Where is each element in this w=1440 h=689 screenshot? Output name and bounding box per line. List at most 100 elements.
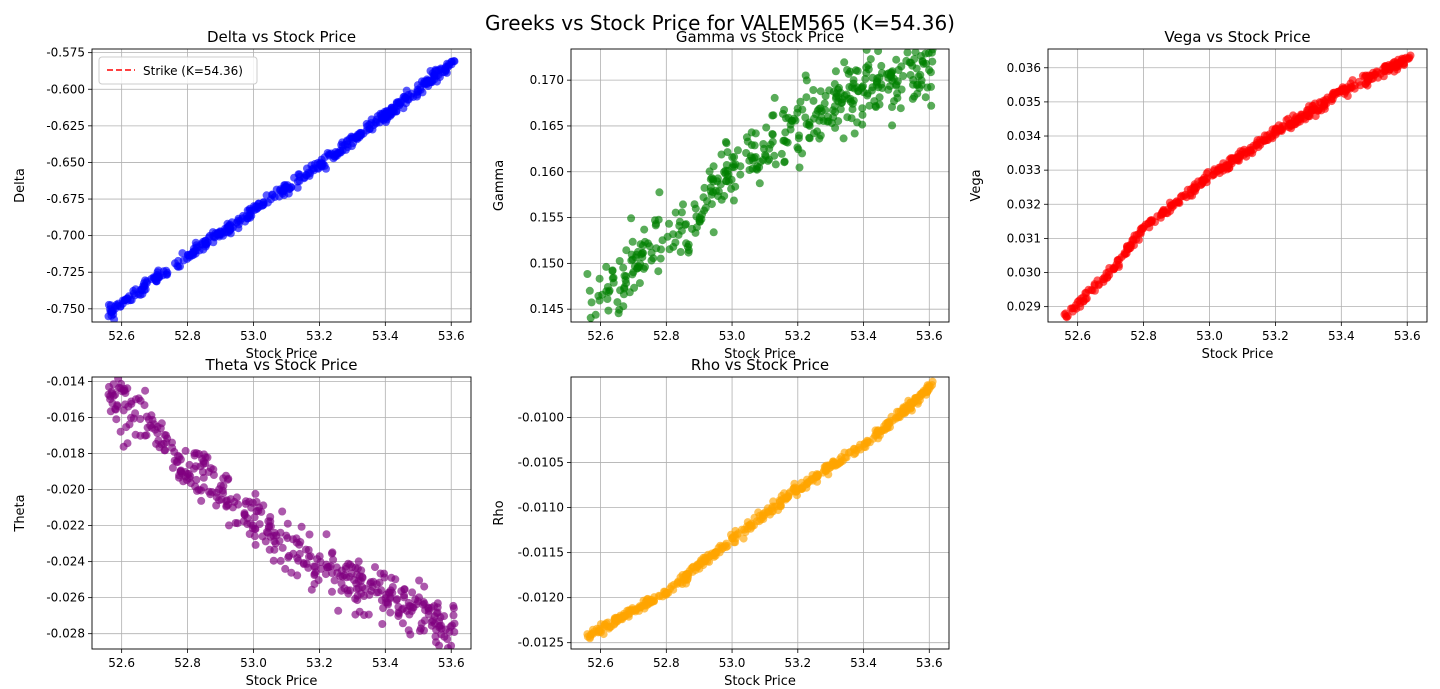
- scatter-point: [654, 267, 663, 276]
- scatter-point: [343, 143, 352, 152]
- scatter-point: [713, 177, 722, 186]
- scatter-point: [777, 496, 786, 505]
- scatter-point: [708, 551, 717, 560]
- scatter-point: [354, 557, 363, 566]
- scatter-point: [306, 552, 315, 561]
- y-tick-label: -0.0120: [518, 591, 564, 605]
- scatter-point: [182, 476, 191, 484]
- scatter-point: [1242, 149, 1251, 158]
- scatter-point: [354, 584, 363, 593]
- scatter-point: [706, 175, 715, 184]
- scatter-point: [755, 179, 764, 188]
- scatter-point: [765, 144, 774, 153]
- x-tick-label: 53.4: [1328, 329, 1355, 343]
- x-tick-label: 53.6: [916, 329, 943, 343]
- scatter-point: [116, 427, 125, 436]
- scatter-point: [665, 219, 673, 228]
- scatter-point: [219, 489, 228, 498]
- scatter-point: [706, 183, 715, 192]
- scatter-point: [816, 87, 825, 96]
- scatter-point: [768, 130, 777, 138]
- scatter-point: [742, 133, 751, 142]
- y-tick-label: -0.675: [46, 192, 85, 206]
- scatter-point: [1126, 241, 1135, 250]
- scatter-point: [864, 65, 873, 74]
- scatter-point: [1311, 99, 1319, 108]
- scatter-point: [168, 443, 177, 452]
- scatter-point: [801, 71, 810, 80]
- scatter-point: [747, 521, 756, 530]
- scatter-point: [862, 49, 871, 54]
- scatter-point: [921, 93, 930, 102]
- scatter-point: [1287, 124, 1296, 133]
- scatter-point: [853, 118, 862, 127]
- y-tick-label: -0.0110: [518, 501, 564, 515]
- y-tick-label: 0.145: [530, 302, 564, 316]
- scatter-point: [431, 632, 440, 641]
- scatter-point: [684, 246, 693, 255]
- scatter-point: [334, 606, 343, 615]
- scatter-point: [816, 104, 825, 113]
- scatter-point: [619, 290, 628, 299]
- scatter-point: [357, 566, 366, 575]
- scatter-point: [1294, 115, 1303, 124]
- scatter-point: [447, 641, 456, 649]
- scatter-point: [1309, 105, 1318, 114]
- scatter-point: [883, 418, 892, 427]
- scatter-point: [276, 556, 285, 565]
- subplot-title: Rho vs Stock Price: [691, 356, 829, 374]
- scatter-point: [891, 414, 900, 423]
- scatter-point: [720, 192, 729, 200]
- scatter-point: [858, 110, 867, 119]
- scatter-point: [587, 629, 596, 638]
- scatter-point: [377, 596, 386, 605]
- scatter-point: [415, 576, 424, 585]
- scatter-point: [656, 254, 665, 263]
- scatter-point: [352, 134, 360, 143]
- scatter-point: [795, 163, 804, 172]
- x-tick-label: 53.0: [240, 656, 267, 670]
- scatter-point: [595, 624, 604, 633]
- scatter-point: [756, 157, 765, 166]
- scatter-point: [1113, 256, 1122, 264]
- scatter-point: [780, 157, 789, 166]
- scatter-point: [780, 489, 789, 498]
- scatter-point: [1072, 304, 1081, 313]
- scatter-point: [371, 563, 379, 572]
- scatter-point: [295, 170, 304, 179]
- scatter-point: [140, 401, 149, 410]
- scatter-point: [295, 549, 304, 558]
- scatter-point: [613, 614, 622, 623]
- scatter-point: [858, 104, 867, 113]
- scatter-point: [197, 496, 206, 505]
- scatter-point: [315, 552, 324, 561]
- scatter-point: [595, 274, 604, 283]
- scatter-point: [110, 315, 119, 322]
- scatter-point: [330, 576, 339, 585]
- scatter-point: [825, 86, 834, 95]
- axes-frame: [91, 376, 472, 650]
- scatter-point: [863, 436, 872, 445]
- scatter-point: [805, 121, 814, 130]
- scatter-point: [154, 266, 163, 275]
- scatter-point: [684, 240, 693, 249]
- scatter-point: [258, 532, 267, 541]
- y-tick-label: 0.035: [1007, 95, 1041, 109]
- scatter-point: [722, 161, 731, 169]
- scatter-point: [805, 477, 814, 486]
- scatter-point: [877, 61, 886, 70]
- scatter-point: [435, 641, 444, 649]
- scatter-point: [365, 590, 374, 599]
- x-tick-label: 53.4: [850, 656, 877, 670]
- scatter-point: [835, 83, 843, 92]
- scatter-point: [853, 67, 862, 75]
- scatter-series-theta: [104, 377, 459, 649]
- scatter-point: [1385, 65, 1394, 74]
- y-tick-label: -0.700: [46, 229, 85, 243]
- x-tick-label: 53.0: [1196, 329, 1223, 343]
- scatter-point: [1227, 157, 1236, 166]
- x-tick-label: 53.2: [784, 329, 811, 343]
- y-tick-label: 0.165: [530, 119, 564, 133]
- scatter-point: [890, 97, 898, 106]
